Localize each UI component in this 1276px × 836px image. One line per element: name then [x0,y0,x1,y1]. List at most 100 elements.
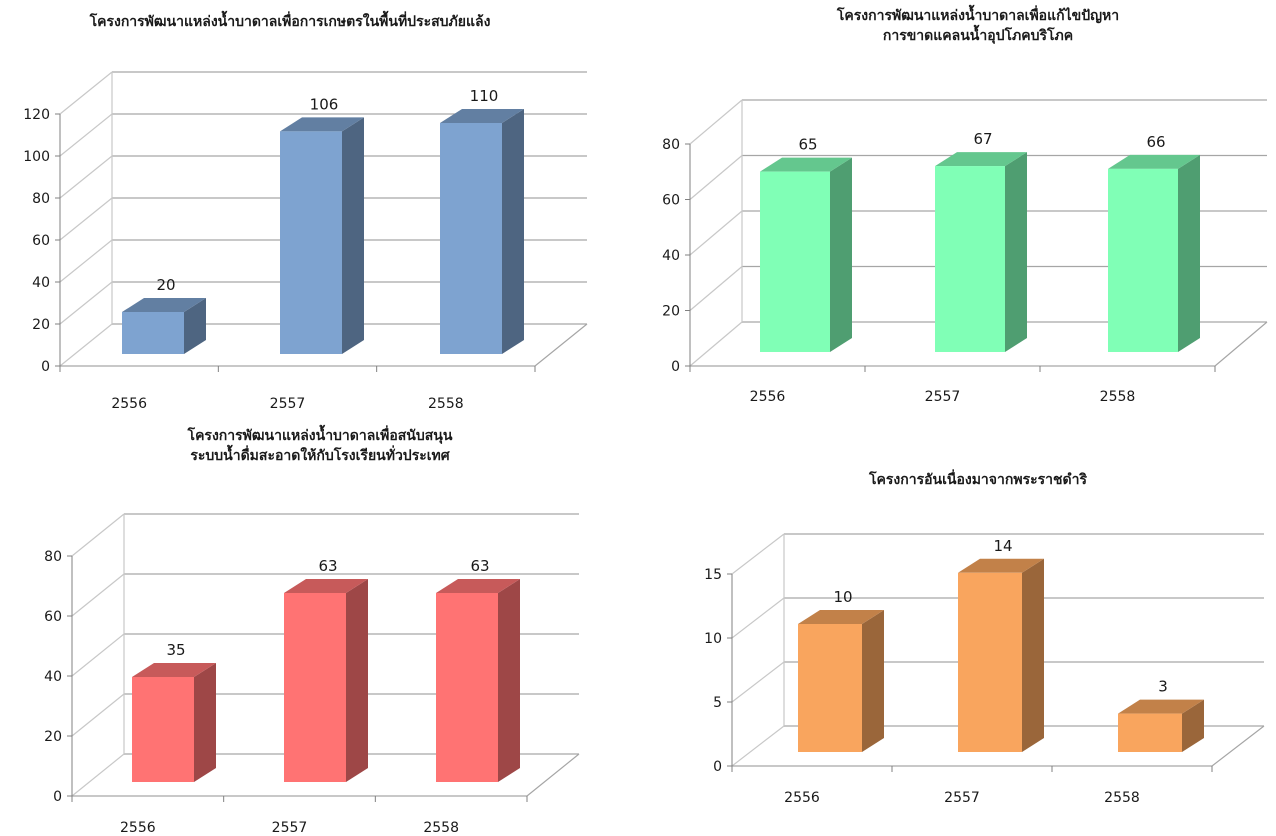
bar-2557 [280,117,364,355]
y-tick-label: 80 [44,549,62,565]
side-wall-gridline [689,266,743,311]
data-label: 110 [470,87,499,105]
x-category-label: 2558 [423,820,459,836]
x-category-label: 2556 [120,820,156,836]
y-tick-label: 60 [662,193,680,209]
y-tick-label: 5 [713,695,722,711]
bar-side-face [346,579,368,782]
side-wall-gridline [71,633,125,677]
bar-2557 [935,152,1027,352]
bar-side-face [862,610,884,752]
bar-top-face [958,558,1044,573]
y-tick-label: 40 [662,248,680,264]
side-wall-gridline [689,321,743,367]
side-wall-gridline [59,281,113,325]
side-wall-gridline [689,155,743,200]
chart-svg: 0 20 40 60 80 35 63 63 2556 2557 2558 [44,513,580,836]
side-wall-gridline [59,71,113,115]
bar-top-face [1108,154,1200,169]
side-wall-gridline [71,513,125,557]
side-wall-gridline [59,323,113,367]
bar-top-face [935,152,1027,167]
side-wall-gridline [59,197,113,241]
chart-svg: 0 20 40 60 80 100 120 20 106 110 2556 2557 2558 [23,71,588,412]
side-wall-gridline [731,661,785,703]
bar-front-face [798,624,862,752]
bar-top-face [760,157,852,172]
y-tick-label: 20 [662,304,680,320]
chart-panel-school-water: โครงการพัฒนาแหล่งน้ำบาดาลเพื่อสนับสนุน ร… [0,418,640,836]
x-category-label: 2558 [1104,790,1140,806]
bar-2558 [440,109,524,354]
chart-panel-agri-drought: โครงการพัฒนาแหล่งน้ำบาดาลเพื่อการเกษตรใน… [0,0,640,418]
y-tick-label: 0 [41,359,50,375]
bar-2556 [132,663,216,782]
x-category-label: 2557 [272,820,308,836]
y-tick-label: 40 [44,669,62,685]
bar-front-face [1118,713,1182,752]
bar-front-face [935,166,1005,352]
bar-side-face [1005,152,1027,352]
bar-front-face [1108,168,1178,352]
bar-side-face [502,109,524,354]
y-tick-label: 0 [53,789,62,805]
data-label: 65 [798,136,817,154]
data-label: 66 [1146,133,1165,151]
y-tick-label: 100 [23,149,50,165]
y-tick-label: 60 [32,233,50,249]
bar-front-face [132,677,194,782]
x-category-label: 2557 [944,790,980,806]
bar-side-face [1178,154,1200,352]
side-wall-gridline [59,113,113,157]
data-label: 3 [1158,678,1168,696]
y-tick-label: 15 [704,567,722,583]
y-tick-label: 20 [32,317,50,333]
y-tick-label: 80 [662,137,680,153]
bar-top-face [284,579,368,593]
data-label: 67 [973,130,992,148]
chart-title-line: โครงการพัฒนาแหล่งน้ำบาดาลเพื่อสนับสนุน [187,428,453,444]
x-category-label: 2556 [750,389,786,405]
bar-top-face [440,109,524,123]
bar-2556 [798,610,884,752]
y-tick-label: 20 [44,729,62,745]
y-tick-label: 0 [713,759,722,775]
side-wall-gridline [689,99,743,145]
chart-title-line: โครงการพัฒนาแหล่งน้ำบาดาลเพื่อการเกษตรใน… [89,14,491,30]
y-tick-label: 120 [23,107,50,123]
bar-front-face [436,593,498,782]
side-wall-gridline [689,210,743,256]
side-wall-gridline [71,753,125,797]
chart-svg: 0 5 10 15 10 14 3 2556 2557 2558 [704,533,1265,806]
bar-top-face [798,610,884,624]
y-tick-label: 40 [32,275,50,291]
bar-side-face [830,157,852,352]
chart-title: โครงการพัฒนาแหล่งน้ำบาดาลเพื่อแก้ไขปัญหา… [720,6,1236,46]
bar-2556 [760,157,852,352]
data-label: 63 [318,557,337,575]
chart-title-line: โครงการอันเนื่องมาจากพระราชดำริ [869,472,1087,488]
chart-panel-consumption-water: โครงการพัฒนาแหล่งน้ำบาดาลเพื่อแก้ไขปัญหา… [640,0,1276,418]
chart-svg: 0 20 40 60 80 65 67 66 2556 2557 2558 [662,99,1268,405]
bar-front-face [958,572,1022,752]
x-category-label: 2556 [111,396,147,412]
data-label: 63 [470,557,489,575]
chart-title-line: ระบบน้ำดื่มสะอาดให้กับโรงเรียนทั่วประเทศ [190,448,450,464]
data-label: 106 [310,95,339,113]
bar-front-face [760,171,830,352]
data-label: 20 [156,276,175,294]
data-label: 14 [993,537,1012,555]
x-category-label: 2556 [784,790,820,806]
bar-2558 [1108,154,1200,352]
bar-front-face [284,593,346,782]
x-category-label: 2558 [428,396,464,412]
bar-side-face [498,579,520,782]
y-tick-label: 10 [704,631,722,647]
bar-2558 [1118,699,1204,752]
side-wall-gridline [731,597,785,639]
side-wall-gridline [731,725,785,767]
bar-side-face [184,298,206,354]
bar-side-face [342,117,364,355]
bar-side-face [1022,558,1044,752]
side-wall-gridline [731,533,785,575]
